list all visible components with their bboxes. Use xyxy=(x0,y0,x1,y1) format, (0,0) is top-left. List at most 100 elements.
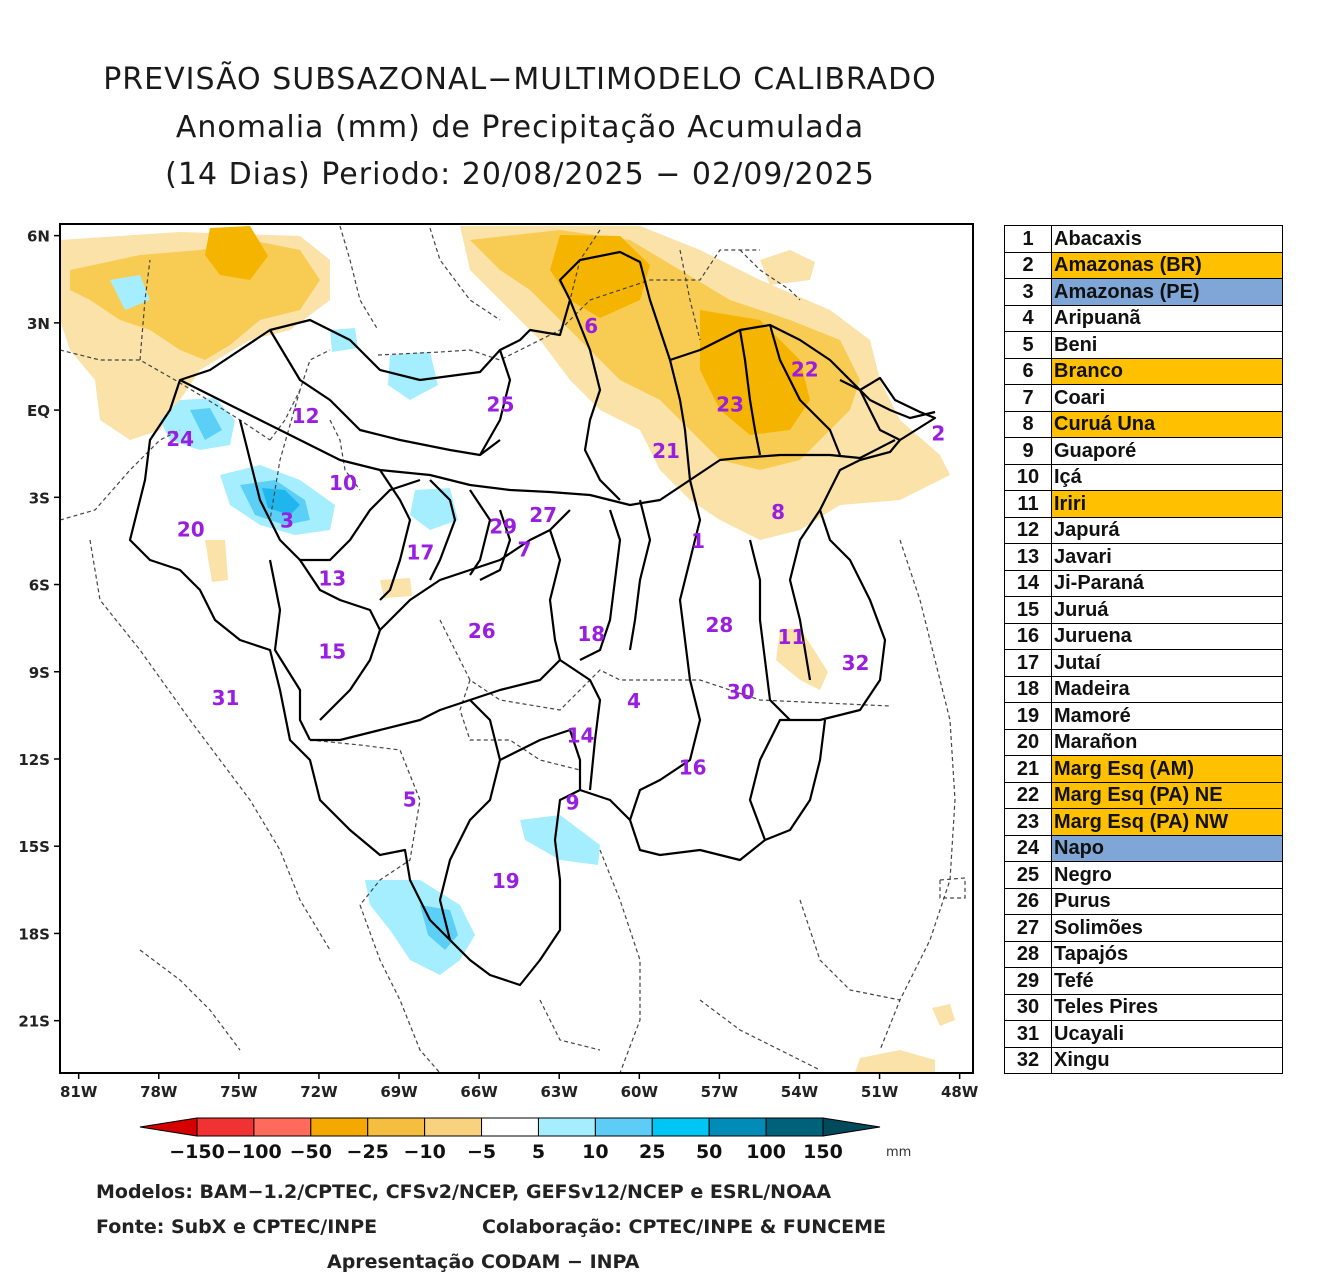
colorbar-label: −25 xyxy=(347,1141,389,1163)
legend-basin-name: Madeira xyxy=(1051,675,1283,703)
precipitation-colorbar: −150 −100 −50 −25 −10 −5 5 10 25 50 100 150 mm xyxy=(139,1117,911,1163)
basin-label-5: 5 xyxy=(403,788,417,812)
anomaly-shading xyxy=(60,226,955,1073)
lon-tick-label: 66W xyxy=(460,1083,498,1101)
basin-label-20: 20 xyxy=(177,517,205,541)
legend-basin-name: Marg Esq (PA) NE xyxy=(1051,781,1283,809)
legend-basin-name: Japurá xyxy=(1051,516,1283,544)
lat-tick-label: 3N xyxy=(27,315,50,333)
legend-number: 27 xyxy=(1004,914,1052,942)
legend-basin-name: Ucayali xyxy=(1051,1020,1283,1048)
map-title-line-3: (14 Dias) Periodo: 20/08/2025 − 02/09/20… xyxy=(165,157,875,192)
basin-label-22: 22 xyxy=(791,357,819,381)
legend-row: 25 Negro xyxy=(1004,861,1283,889)
legend-row: 3 Amazonas (PE) xyxy=(1004,278,1283,306)
colorbar-segment xyxy=(196,1117,255,1137)
lon-tick-label: 81W xyxy=(60,1083,98,1101)
legend-row: 28 Tapajós xyxy=(1004,940,1283,968)
colorbar-label: 10 xyxy=(582,1141,608,1163)
lon-tick-label: 69W xyxy=(380,1083,418,1101)
basin-label-10: 10 xyxy=(329,471,357,495)
basin-label-27: 27 xyxy=(529,503,557,527)
lat-tick-label: 6N xyxy=(27,228,50,246)
legend-row: 26 Purus xyxy=(1004,887,1283,915)
colorbar-segment xyxy=(651,1117,710,1137)
colorbar-label: −5 xyxy=(467,1141,496,1163)
colorbar-label: 5 xyxy=(532,1141,545,1163)
legend-row: 16 Juruena xyxy=(1004,622,1283,650)
legend-row: 19 Mamoré xyxy=(1004,702,1283,730)
colorbar-label: −10 xyxy=(403,1141,445,1163)
colorbar-label: −150 xyxy=(169,1141,225,1163)
legend-row: 15 Juruá xyxy=(1004,596,1283,624)
legend-row: 30 Teles Pires xyxy=(1004,993,1283,1021)
legend-row: 8 Curuá Una xyxy=(1004,410,1283,438)
legend-basin-name: Beni xyxy=(1051,331,1283,359)
basin-label-11: 11 xyxy=(778,625,806,649)
legend-number: 6 xyxy=(1004,357,1052,385)
legend-row: 29 Tefé xyxy=(1004,967,1283,995)
lat-tick-label: 15S xyxy=(18,838,50,856)
map-title-line-2: Anomalia (mm) de Precipitação Acumulada xyxy=(175,110,865,145)
legend-basin-name: Marg Esq (AM) xyxy=(1051,755,1283,783)
basin-label-31: 31 xyxy=(212,686,240,710)
legend-basin-name: Marañon xyxy=(1051,728,1283,756)
basin-label-25: 25 xyxy=(487,392,515,416)
colorbar-segment xyxy=(310,1117,369,1137)
legend-row: 22 Marg Esq (PA) NE xyxy=(1004,781,1283,809)
legend-basin-name: Guaporé xyxy=(1051,437,1283,465)
legend-number: 1 xyxy=(1004,225,1052,253)
lat-tick-label: 12S xyxy=(18,751,50,769)
legend-basin-name: Juruá xyxy=(1051,596,1283,624)
legend-basin-name: Abacaxis xyxy=(1051,225,1283,253)
legend-row: 17 Jutaí xyxy=(1004,649,1283,677)
legend-number: 17 xyxy=(1004,649,1052,677)
legend-number: 15 xyxy=(1004,596,1052,624)
legend-row: 6 Branco xyxy=(1004,357,1283,385)
lat-tick-label: EQ xyxy=(27,402,50,420)
basin-label-15: 15 xyxy=(318,639,346,663)
legend-number: 11 xyxy=(1004,490,1052,518)
legend-number: 13 xyxy=(1004,543,1052,571)
legend-number: 32 xyxy=(1004,1046,1052,1074)
colorbar-segment xyxy=(367,1117,426,1137)
legend-basin-name: Jutaí xyxy=(1051,649,1283,677)
footer-collaboration: Colaboração: CPTEC/INPE & FUNCEME xyxy=(482,1216,887,1238)
legend-number: 28 xyxy=(1004,940,1052,968)
colorbar-segment xyxy=(537,1117,596,1137)
colorbar-label: 25 xyxy=(639,1141,665,1163)
colorbar-segment xyxy=(424,1117,483,1137)
colorbar-unit: mm xyxy=(886,1145,911,1160)
legend-basin-name: Ji-Paraná xyxy=(1051,569,1283,597)
legend-row: 20 Marañon xyxy=(1004,728,1283,756)
colorbar-segment xyxy=(765,1117,824,1137)
lat-tick-label: 9S xyxy=(29,664,50,682)
legend-number: 12 xyxy=(1004,516,1052,544)
basin-label-2: 2 xyxy=(931,421,945,445)
legend-number: 8 xyxy=(1004,410,1052,438)
colorbar-segment xyxy=(708,1117,767,1137)
legend-number: 21 xyxy=(1004,755,1052,783)
legend-row: 4 Aripuanã xyxy=(1004,304,1283,332)
legend-basin-name: Mamoré xyxy=(1051,702,1283,730)
basin-label-23: 23 xyxy=(716,392,744,416)
lat-tick-label: 3S xyxy=(29,489,50,507)
colorbar-segment xyxy=(481,1117,539,1137)
colorbar-label: −50 xyxy=(290,1141,332,1163)
legend-basin-name: Tapajós xyxy=(1051,940,1283,968)
legend-basin-name: Amazonas (BR) xyxy=(1051,251,1283,279)
basin-label-9: 9 xyxy=(566,791,580,815)
legend-row: 24 Napo xyxy=(1004,834,1283,862)
legend-row: 27 Solimões xyxy=(1004,914,1283,942)
lon-tick-label: 51W xyxy=(861,1083,899,1101)
legend-row: 23 Marg Esq (PA) NW xyxy=(1004,808,1283,836)
legend-basin-name: Branco xyxy=(1051,357,1283,385)
basin-label-18: 18 xyxy=(577,622,605,646)
lat-tick-label: 18S xyxy=(18,925,50,943)
basin-label-16: 16 xyxy=(679,756,707,780)
basin-number-labels: 1234567891011121314151617181920212223242… xyxy=(166,314,945,893)
basin-label-24: 24 xyxy=(166,427,194,451)
basin-label-12: 12 xyxy=(292,404,320,428)
lon-tick-label: 60W xyxy=(621,1083,659,1101)
basin-label-13: 13 xyxy=(318,567,346,591)
